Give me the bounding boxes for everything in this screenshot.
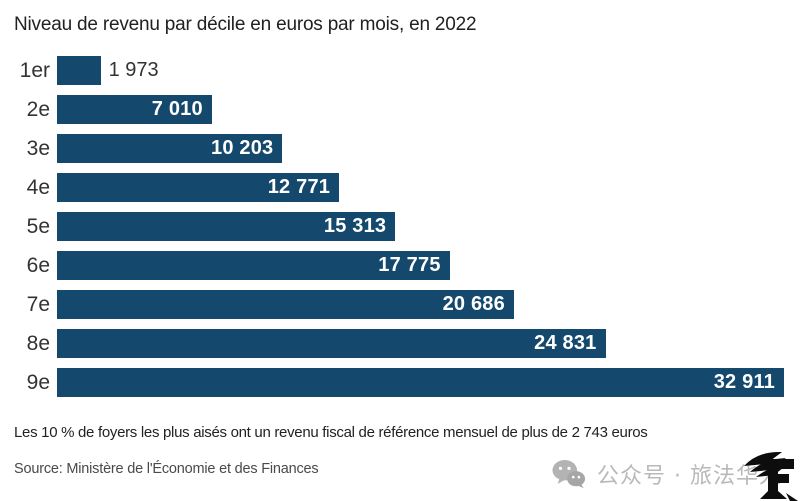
bar-category-label: 1er (19, 59, 50, 82)
watermark: 公众号 · 旅法华人 (552, 447, 800, 501)
bar-value: 32 911 (713, 371, 775, 393)
bar-value: 24 831 (534, 332, 597, 354)
source-credit: Source: Ministère de l'Économie et des F… (14, 461, 319, 477)
bar: 7 010 (57, 95, 212, 124)
bar: 20 686 (57, 290, 514, 319)
bar-category-label: 9e (26, 371, 50, 394)
bar-row: 6e 17 775 (0, 251, 800, 280)
bar-track: 1 973 (57, 56, 784, 85)
bar-value: 7 010 (151, 98, 203, 120)
bar-row: 4e 12 771 (0, 173, 800, 202)
watermark-text: 公众号 · 旅法华人 (597, 464, 782, 489)
bar-category-label: 3e (26, 137, 50, 160)
bar: 10 203 (57, 134, 283, 163)
bar-row: 2e 7 010 (0, 95, 800, 124)
bar-row: 8e 24 831 (0, 329, 800, 358)
bar-track: 10 203 (57, 134, 784, 163)
bar-value: 15 313 (323, 215, 387, 237)
bar-value: 20 686 (442, 293, 505, 315)
bar: 12 771 (57, 173, 340, 202)
bar-track: 17 775 (57, 251, 784, 280)
bar-row: 9e 32 911 (0, 368, 800, 397)
bar-category-label: 2e (26, 98, 50, 121)
bar-value: 17 775 (378, 254, 441, 276)
bar-value: 10 203 (211, 137, 274, 159)
bar-track: 12 771 (57, 173, 784, 202)
bar-track: 20 686 (57, 290, 784, 319)
bar-track: 32 911 (57, 368, 784, 397)
chart-note: Les 10 % de foyers les plus aisés ont un… (14, 424, 648, 441)
bar-category-label: 6e (26, 254, 50, 277)
bar-category-label: 7e (26, 293, 50, 316)
bar-value-outside: 1 973 (108, 59, 159, 81)
wechat-icon (552, 460, 586, 489)
bar-category-label: 4e (26, 176, 50, 199)
bar-row: 3e 10 203 (0, 134, 800, 163)
bar: 17 775 (57, 251, 450, 280)
bar: 15 313 (57, 212, 396, 241)
bar-track: 7 010 (57, 95, 784, 124)
bar-chart: 1er 1 973 2e 7 010 3e 10 203 4e (0, 56, 800, 407)
chart-title: Niveau de revenu par décile en euros par… (14, 14, 477, 35)
bar-track: 24 831 (57, 329, 784, 358)
bar: 32 911 (57, 368, 784, 397)
bar-track: 15 313 (57, 212, 784, 241)
bar-row: 5e 15 313 (0, 212, 800, 241)
figaro-f-logo (744, 451, 798, 501)
bar-category-label: 5e (26, 215, 50, 238)
bar (57, 56, 101, 85)
bar-value: 12 771 (267, 176, 331, 198)
bar: 24 831 (57, 329, 606, 358)
bar-row: 1er 1 973 (0, 56, 800, 85)
bar-row: 7e 20 686 (0, 290, 800, 319)
bar-category-label: 8e (26, 332, 50, 355)
